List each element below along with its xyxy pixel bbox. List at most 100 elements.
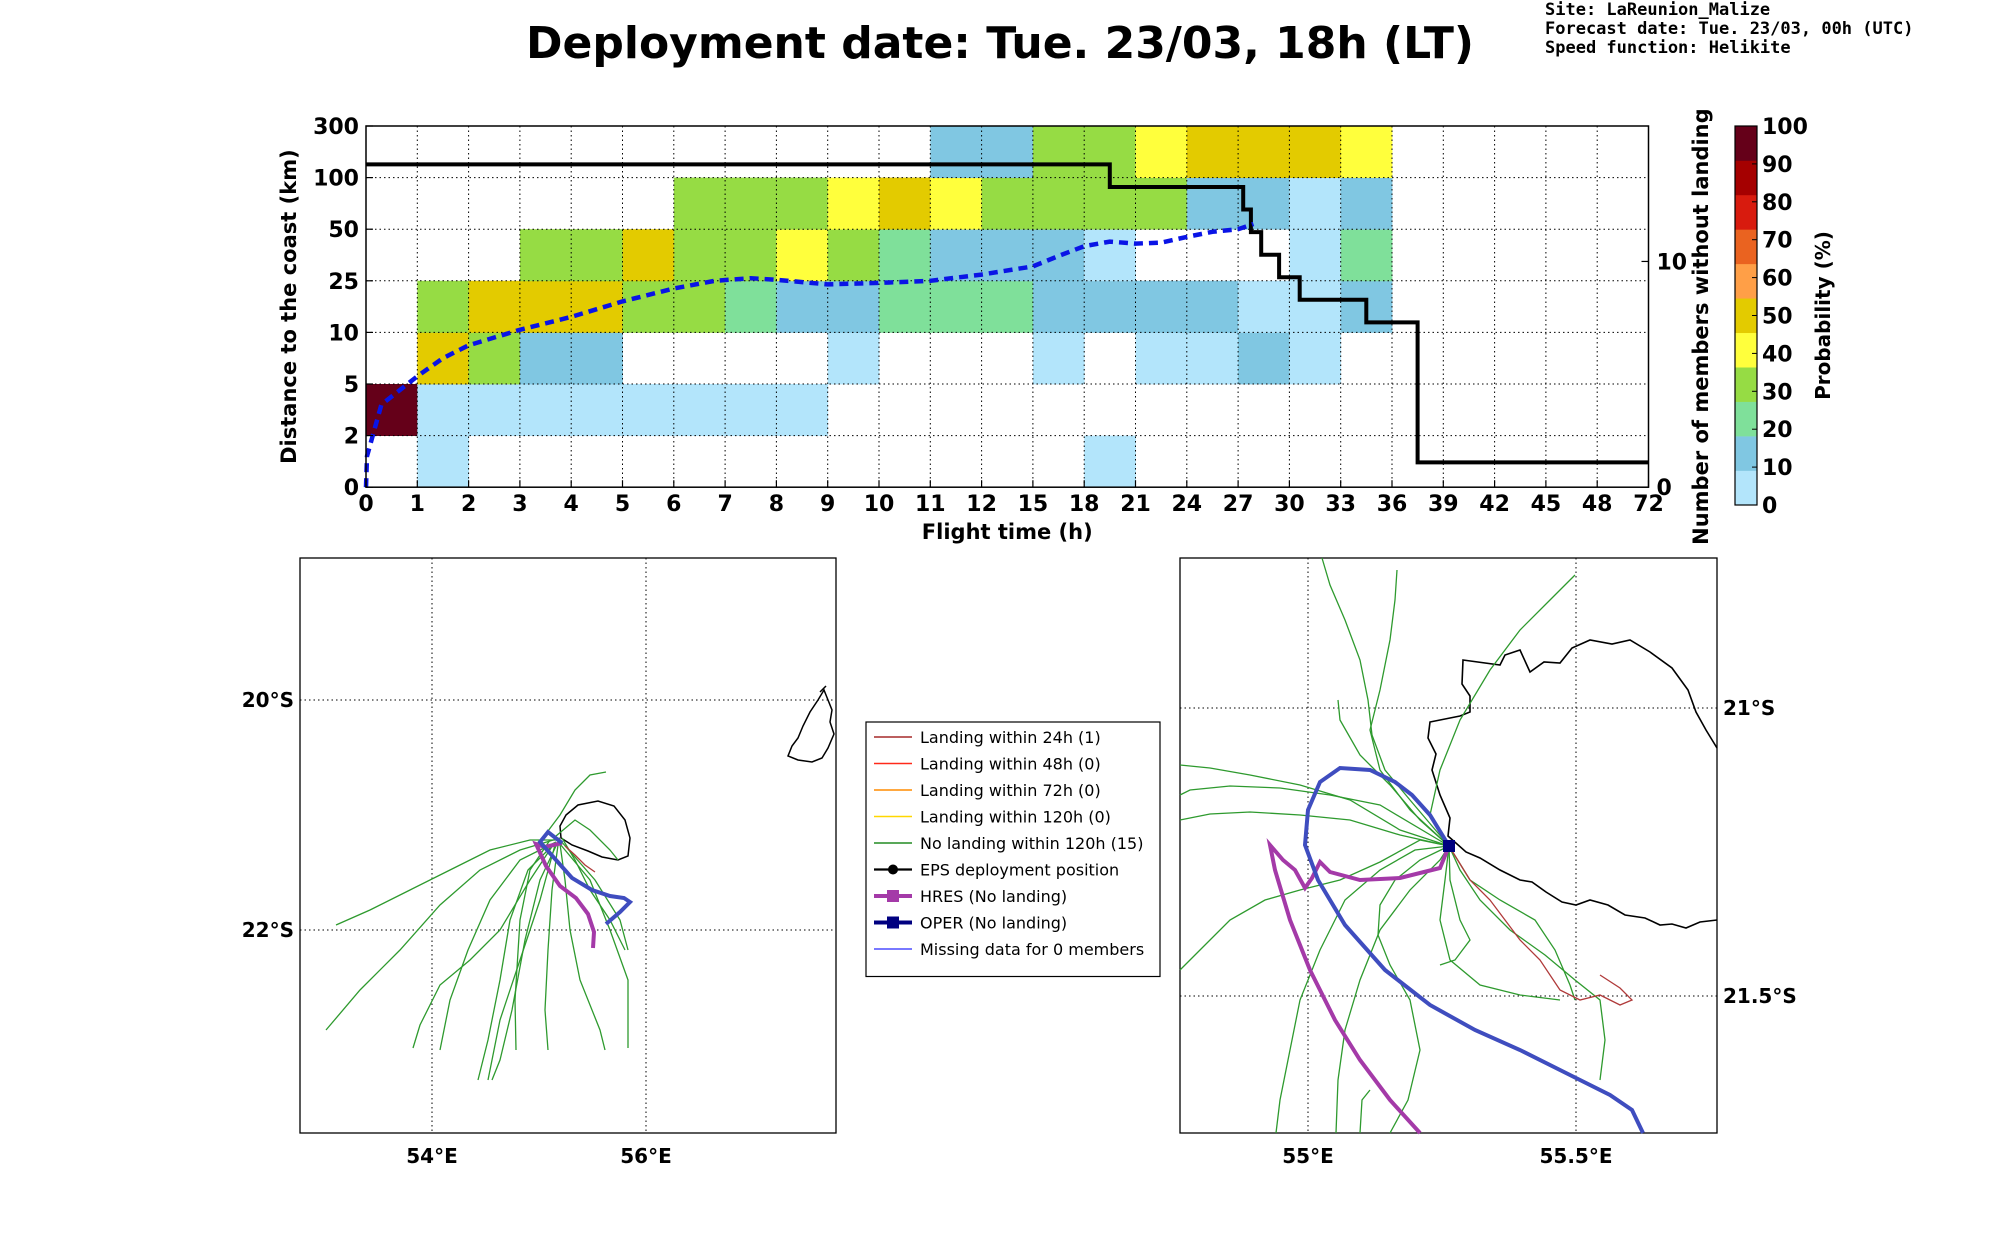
y-tick-label: 100 [313,167,359,192]
x-tick-label: 72 [1633,492,1664,517]
heatmap-cell [879,177,931,230]
x-tick-label: 18 [1069,492,1100,517]
right-map-hres-trajectory [1266,837,1451,1135]
left-map-member-trajectory [325,837,561,1031]
heatmap-cell [1238,177,1290,230]
colorbar-tick-label: 10 [1762,456,1793,481]
legend-label: Landing within 48h (0) [920,755,1101,774]
heatmap-cell [981,126,1034,178]
left-map-member-trajectory [559,839,629,951]
legend-label: OPER (No landing) [920,914,1067,933]
heatmap-cell [468,384,521,436]
x-tick-label: 3 [512,492,527,517]
y-tick-label: 0 [344,476,359,501]
x-tick-label: 5 [615,492,630,517]
right-map-member-trajectory [1448,845,1606,1081]
x-tick-label: 9 [820,492,835,517]
heatmap-cell [930,280,982,333]
reunion-island-detail-outline [1427,639,1718,929]
y-tick-label: 5 [344,373,359,398]
site-info: Site: LaReunion_Malize [1545,0,1771,20]
colorbar-segment [1735,367,1757,402]
heatmap-cell [417,332,469,385]
right-map-deployment-marker [1443,840,1455,852]
right-map-member-trajectory [1429,574,1576,847]
right-map-member-trajectory [1179,839,1450,971]
colorbar-tick-label: 0 [1762,494,1777,519]
legend-box [865,721,1161,978]
y-tick-label: 300 [313,115,359,140]
heatmap-cell [827,229,880,282]
heatmap-cell [468,280,521,333]
left-map-member-trajectory [487,844,556,1081]
x-tick-label: 15 [1018,492,1049,517]
mauritius-islet-outline [819,685,827,693]
heatmap-cell [1340,177,1393,230]
x-tick-label: 8 [769,492,784,517]
x-tick-label: 6 [666,492,681,517]
heatmap-cell [417,384,469,436]
heatmap-cell [1289,280,1342,333]
x-tick-label: 27 [1223,492,1254,517]
colorbar-tick-label: 80 [1762,191,1793,216]
heatmap-cell [1032,280,1085,333]
x-tick-label: 33 [1325,492,1356,517]
x-tick-label: 45 [1531,492,1562,517]
left-map-member-trajectory [335,839,560,926]
legend-label: No landing within 120h (15) [920,834,1143,853]
y-tick-label: 25 [328,270,359,295]
y-tick-label: 50 [328,218,359,243]
heatmap-cell [1135,280,1188,333]
left-map-landing-trajectory [564,845,596,873]
colorbar-segment [1735,229,1757,265]
x-tick-label: 21 [1120,492,1151,517]
heatmap-cell [1032,177,1085,230]
colorbar-tick-label: 30 [1762,380,1793,405]
left-map-lon-label: 54°E [406,1144,458,1168]
y2-tick-label: 0 [1657,476,1672,501]
right-map-member-trajectory [1359,1089,1371,1134]
colorbar-segment [1735,298,1757,334]
colorbar-tick-label: 100 [1762,115,1808,140]
heatmap-cell [673,280,726,333]
heatmap-cell [725,177,777,230]
left-map-member-trajectory [514,839,551,1051]
left-map-lon-label: 56°E [620,1144,672,1168]
heatmap-cell [1186,332,1239,385]
median-distance-line [363,221,1255,488]
heatmap-cell [776,384,829,436]
heatmap-cell [930,177,982,230]
right-map-member-trajectory [1439,845,1471,966]
right-map-member-trajectory [1275,845,1450,1134]
colorbar-segment [1735,332,1757,368]
colorbar-tick-label: 50 [1762,305,1793,330]
heatmap-cell [725,280,777,333]
heatmap-cell [622,384,675,436]
x-tick-label: 48 [1582,492,1613,517]
x-tick-label: 39 [1428,492,1459,517]
x-tick-label: 1 [410,492,425,517]
left-map-member-trajectory [559,843,629,1048]
heatmap-cell [725,229,777,282]
heatmap-cell [1032,229,1085,282]
heatmap-cell [879,229,931,282]
right-map-member-trajectory [1377,845,1450,1134]
x-axis-label: Flight time (h) [922,520,1093,544]
left-map-member-trajectory [555,819,619,861]
heatmap-cell [827,280,880,333]
left-map-frame [299,557,837,1134]
heatmap-cell [1289,332,1342,385]
left-map-member-trajectory [491,845,557,1081]
x-tick-label: 10 [864,492,895,517]
colorbar-label: Probability (%) [1811,231,1835,400]
right-map-oper-trajectory [1302,765,1645,1134]
heatmap-cell [981,177,1034,230]
x-tick-label: 24 [1171,492,1202,517]
plot-frame [365,125,1650,488]
heatmap-cell [673,229,726,282]
mauritius-island-outline [787,688,835,763]
heatmap-cell [1186,126,1239,178]
heatmap-cell [417,280,469,333]
legend-swatch-marker [888,864,898,875]
